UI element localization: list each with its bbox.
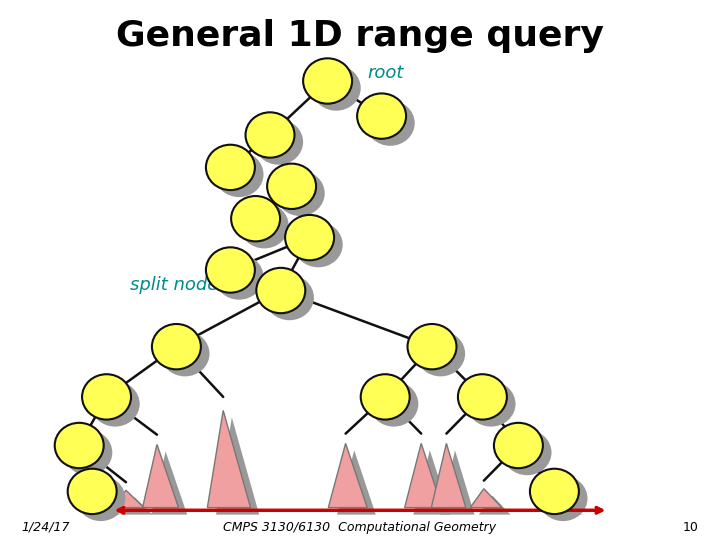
Polygon shape: [151, 451, 187, 515]
Ellipse shape: [215, 254, 264, 300]
Ellipse shape: [408, 324, 456, 369]
Text: 1/24/17: 1/24/17: [22, 521, 70, 534]
Ellipse shape: [357, 93, 406, 139]
Polygon shape: [549, 503, 575, 508]
Polygon shape: [121, 497, 153, 515]
Polygon shape: [328, 443, 367, 508]
Ellipse shape: [416, 331, 465, 376]
Ellipse shape: [68, 469, 117, 514]
Ellipse shape: [276, 171, 325, 216]
Polygon shape: [207, 410, 251, 508]
Polygon shape: [470, 489, 502, 508]
Ellipse shape: [206, 247, 255, 293]
Ellipse shape: [366, 100, 415, 146]
Ellipse shape: [458, 374, 507, 420]
Ellipse shape: [285, 215, 334, 260]
Ellipse shape: [294, 222, 343, 267]
Ellipse shape: [494, 423, 543, 468]
Polygon shape: [143, 444, 179, 508]
Ellipse shape: [265, 275, 314, 320]
Ellipse shape: [503, 430, 552, 475]
Ellipse shape: [254, 119, 303, 165]
Ellipse shape: [303, 58, 352, 104]
Ellipse shape: [369, 381, 418, 427]
Ellipse shape: [161, 331, 210, 376]
Text: 10: 10: [683, 521, 698, 534]
Ellipse shape: [240, 203, 289, 248]
Ellipse shape: [256, 268, 305, 313]
Text: split node: split node: [130, 276, 218, 294]
Polygon shape: [440, 450, 474, 515]
Ellipse shape: [76, 476, 125, 521]
Ellipse shape: [361, 374, 410, 420]
Polygon shape: [95, 510, 121, 515]
Polygon shape: [479, 496, 510, 515]
Text: root: root: [367, 64, 404, 82]
Text: CMPS 3130/6130  Computational Geometry: CMPS 3130/6130 Computational Geometry: [223, 521, 497, 534]
Polygon shape: [216, 417, 259, 515]
Polygon shape: [405, 443, 442, 508]
Ellipse shape: [215, 152, 264, 197]
Ellipse shape: [91, 381, 140, 427]
Ellipse shape: [55, 423, 104, 468]
Ellipse shape: [530, 469, 579, 514]
Ellipse shape: [312, 65, 361, 111]
Ellipse shape: [231, 196, 280, 241]
Ellipse shape: [152, 324, 201, 369]
Polygon shape: [557, 510, 583, 515]
Ellipse shape: [539, 476, 588, 521]
Ellipse shape: [206, 145, 255, 190]
Polygon shape: [112, 490, 144, 508]
Polygon shape: [86, 503, 112, 508]
Ellipse shape: [63, 430, 112, 475]
Polygon shape: [337, 450, 376, 515]
Ellipse shape: [467, 381, 516, 427]
Polygon shape: [431, 443, 466, 508]
Ellipse shape: [246, 112, 294, 158]
Polygon shape: [413, 450, 451, 515]
Ellipse shape: [82, 374, 131, 420]
Ellipse shape: [267, 164, 316, 209]
Text: General 1D range query: General 1D range query: [116, 19, 604, 53]
